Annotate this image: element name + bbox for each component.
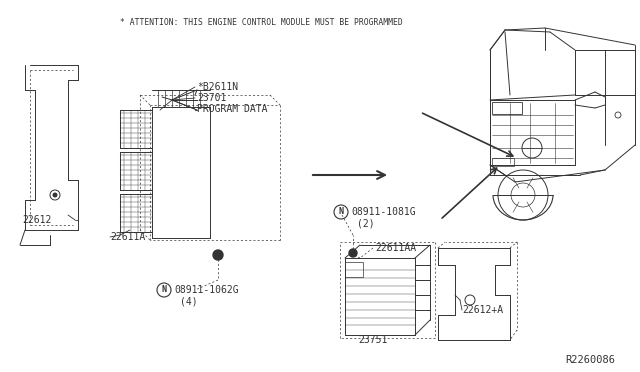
Text: 23701: 23701 (197, 93, 227, 103)
Text: (4): (4) (180, 296, 198, 306)
Text: * ATTENTION: THIS ENGINE CONTROL MODULE MUST BE PROGRAMMED: * ATTENTION: THIS ENGINE CONTROL MODULE … (120, 18, 403, 27)
Text: PROGRAM DATA: PROGRAM DATA (197, 104, 268, 114)
Text: 22611A: 22611A (110, 232, 145, 242)
Circle shape (349, 249, 357, 257)
Text: N: N (339, 208, 344, 217)
Text: (2): (2) (357, 218, 374, 228)
Text: R2260086: R2260086 (565, 355, 615, 365)
Bar (345, 262, 363, 277)
Bar (492, 158, 514, 166)
Text: 22611AA: 22611AA (375, 243, 416, 253)
Text: 08911-1062G: 08911-1062G (174, 285, 239, 295)
Circle shape (213, 250, 223, 260)
Text: *B2611N: *B2611N (197, 82, 238, 92)
Text: N: N (161, 285, 166, 295)
Circle shape (157, 283, 171, 297)
Bar (492, 102, 522, 114)
Text: 23751: 23751 (358, 335, 387, 345)
Text: 08911-1081G: 08911-1081G (351, 207, 415, 217)
Text: 22612: 22612 (22, 215, 51, 225)
Text: 22612+A: 22612+A (462, 305, 503, 315)
Circle shape (334, 205, 348, 219)
Circle shape (53, 193, 57, 197)
